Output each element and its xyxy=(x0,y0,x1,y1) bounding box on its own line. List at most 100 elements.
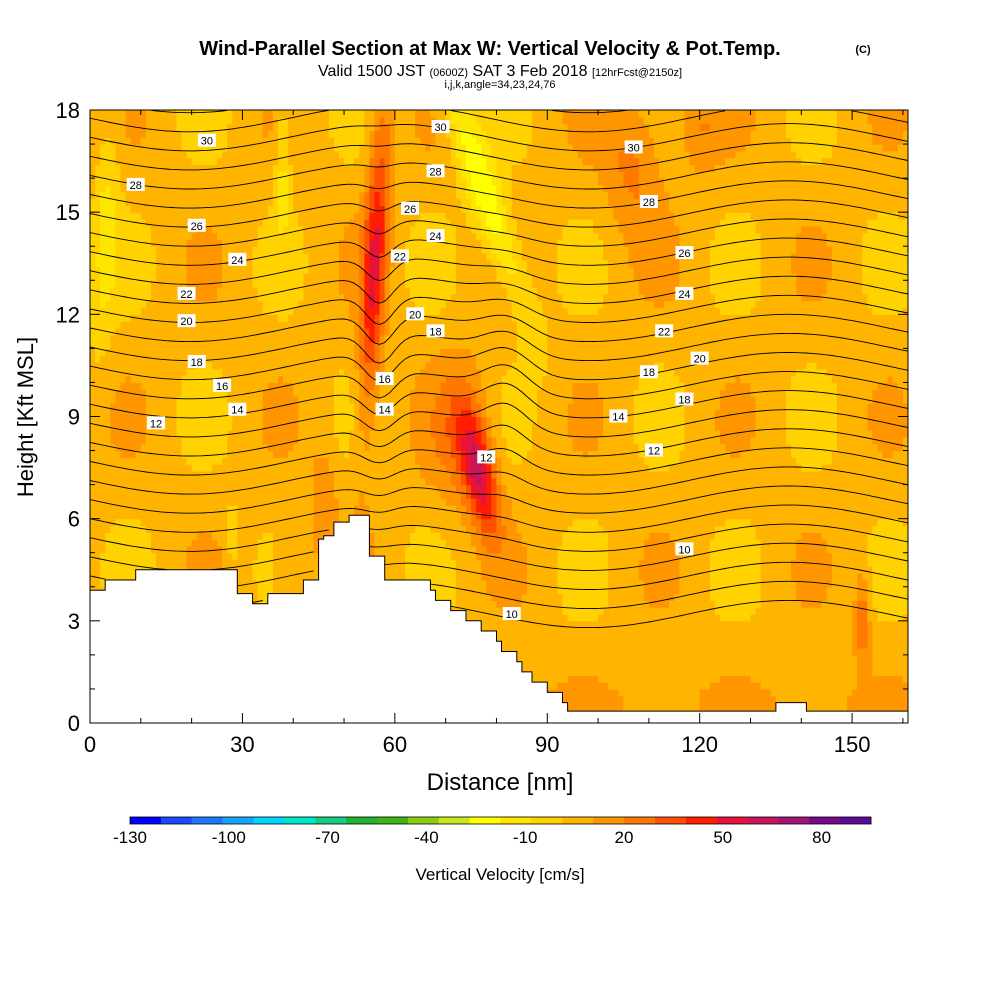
velocity-cell xyxy=(100,205,106,213)
velocity-cell xyxy=(262,545,269,554)
velocity-cell xyxy=(196,191,203,200)
velocity-cell xyxy=(100,341,106,349)
velocity-cell xyxy=(181,212,188,220)
velocity-cell xyxy=(267,266,274,275)
velocity-cell xyxy=(217,280,223,288)
velocity-cell xyxy=(272,116,279,125)
velocity-cell xyxy=(359,164,365,172)
velocity-cell xyxy=(125,416,132,424)
velocity-cell xyxy=(359,464,365,472)
velocity-cell xyxy=(257,430,264,438)
velocity-cell xyxy=(140,511,147,520)
velocity-cell xyxy=(257,205,264,213)
velocity-cell xyxy=(333,375,340,384)
velocity-cell xyxy=(201,178,208,186)
velocity-cell xyxy=(206,525,213,533)
velocity-cell xyxy=(110,130,116,138)
velocity-cell xyxy=(115,137,122,145)
velocity-cell xyxy=(364,416,371,424)
velocity-cell xyxy=(293,253,299,261)
velocity-cell xyxy=(288,205,294,213)
velocity-cell xyxy=(217,457,223,465)
velocity-cell xyxy=(105,389,111,397)
velocity-cell xyxy=(333,505,340,513)
velocity-cell xyxy=(364,273,371,281)
velocity-cell xyxy=(156,327,162,336)
velocity-cell xyxy=(323,443,330,452)
velocity-cell xyxy=(323,423,330,431)
velocity-cell xyxy=(227,300,233,309)
velocity-cell xyxy=(130,300,137,309)
velocity-cell xyxy=(176,409,183,418)
velocity-cell xyxy=(232,178,238,186)
velocity-cell xyxy=(161,218,167,227)
velocity-cell xyxy=(105,402,111,411)
velocity-cell xyxy=(140,389,147,397)
velocity-cell xyxy=(115,470,122,479)
velocity-cell xyxy=(257,525,264,533)
velocity-cell xyxy=(201,450,208,458)
velocity-cell xyxy=(232,484,238,493)
velocity-cell xyxy=(288,150,294,159)
velocity-cell xyxy=(308,573,315,581)
velocity-cell xyxy=(328,178,335,186)
velocity-cell xyxy=(125,511,132,520)
velocity-cell xyxy=(191,409,198,418)
velocity-cell xyxy=(150,375,157,384)
velocity-cell xyxy=(105,150,111,159)
velocity-cell xyxy=(196,212,203,220)
velocity-cell xyxy=(140,157,147,166)
velocity-cell xyxy=(90,362,96,370)
velocity-cell xyxy=(166,402,172,411)
velocity-cell xyxy=(186,484,193,493)
velocity-cell xyxy=(125,327,132,336)
velocity-cell xyxy=(313,362,320,370)
velocity-cell xyxy=(227,150,233,159)
velocity-cell xyxy=(354,484,360,493)
velocity-cell xyxy=(90,144,96,152)
velocity-cell xyxy=(130,436,137,445)
velocity-cell xyxy=(201,307,208,315)
velocity-cell xyxy=(318,259,325,268)
velocity-cell xyxy=(100,191,106,200)
velocity-cell xyxy=(120,205,127,213)
velocity-cell xyxy=(283,545,289,554)
velocity-cell xyxy=(277,144,284,152)
velocity-cell xyxy=(303,239,310,247)
velocity-cell xyxy=(135,212,142,220)
velocity-cell xyxy=(191,348,198,356)
velocity-cell xyxy=(140,355,147,363)
velocity-cell xyxy=(176,150,183,159)
velocity-cell xyxy=(333,198,340,206)
velocity-cell xyxy=(333,416,340,424)
velocity-cell xyxy=(191,389,198,397)
velocity-cell xyxy=(105,273,111,281)
velocity-cell xyxy=(283,552,289,561)
velocity-cell xyxy=(222,484,228,493)
velocity-cell xyxy=(318,498,325,506)
velocity-cell xyxy=(191,559,198,567)
velocity-cell xyxy=(105,362,111,370)
velocity-cell xyxy=(145,150,152,159)
velocity-cell xyxy=(95,470,101,479)
velocity-cell xyxy=(283,423,289,431)
velocity-cell xyxy=(95,409,101,418)
velocity-cell xyxy=(328,212,335,220)
velocity-cell xyxy=(308,273,315,281)
velocity-cell xyxy=(217,368,223,377)
velocity-cell xyxy=(145,225,152,234)
velocity-cell xyxy=(120,123,127,132)
velocity-cell xyxy=(354,430,360,438)
velocity-cell xyxy=(288,430,294,438)
velocity-cell xyxy=(242,300,249,309)
velocity-cell xyxy=(242,355,249,363)
velocity-cell xyxy=(120,389,127,397)
velocity-cell xyxy=(196,484,203,493)
velocity-cell xyxy=(232,552,238,561)
velocity-cell xyxy=(298,382,304,390)
velocity-cell xyxy=(211,498,218,506)
velocity-cell xyxy=(120,191,127,200)
velocity-cell xyxy=(166,116,172,125)
velocity-cell xyxy=(135,375,142,384)
velocity-cell xyxy=(247,368,254,377)
